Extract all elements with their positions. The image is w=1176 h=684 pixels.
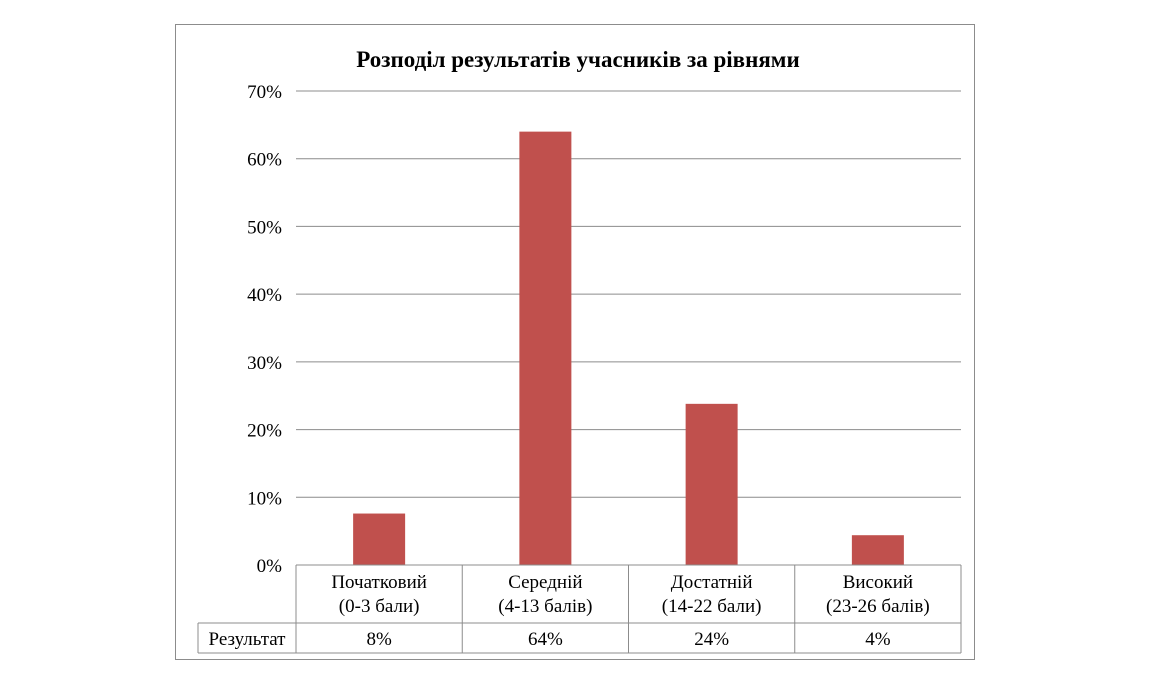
y-tick-label: 20% bbox=[247, 421, 282, 442]
data-label: 64% bbox=[528, 629, 563, 650]
y-tick-label: 10% bbox=[247, 488, 282, 509]
y-tick-label: 70% bbox=[247, 82, 282, 103]
x-category-label: Достатній (14-22 бали) bbox=[662, 572, 762, 617]
bar bbox=[519, 131, 572, 565]
bar bbox=[851, 535, 904, 565]
y-tick-label: 30% bbox=[247, 353, 282, 374]
data-label: 4% bbox=[865, 629, 891, 650]
y-tick-label: 0% bbox=[257, 556, 283, 577]
gridlines bbox=[296, 90, 961, 498]
series-name: Результат bbox=[209, 629, 287, 650]
y-tick-label: 40% bbox=[247, 285, 282, 306]
data-table: Початковий (0-3 бали) 8% Середній (4-13 балі… bbox=[197, 564, 962, 654]
chart-frame: Розподіл результатів учасників за рівням… bbox=[175, 24, 975, 660]
y-axis-tick-labels: 0% 10% 20% 30% 40% 50% 60% 70% bbox=[247, 82, 282, 577]
x-category-label: Високий (23-26 балів) bbox=[826, 572, 930, 617]
bars bbox=[353, 131, 904, 565]
y-tick-label: 60% bbox=[247, 150, 282, 171]
bar-chart: Розподіл результатів учасників за рівням… bbox=[197, 47, 962, 654]
data-label: 8% bbox=[366, 629, 392, 650]
x-category-label: Початковий (0-3 бали) bbox=[331, 572, 427, 617]
x-category-label: Середній (4-13 балів) bbox=[498, 572, 592, 617]
data-label: 24% bbox=[694, 629, 729, 650]
chart-title: Розподіл результатів учасників за рівням… bbox=[356, 47, 799, 72]
y-tick-label: 50% bbox=[247, 217, 282, 238]
bar bbox=[353, 513, 406, 565]
bar bbox=[685, 403, 738, 565]
